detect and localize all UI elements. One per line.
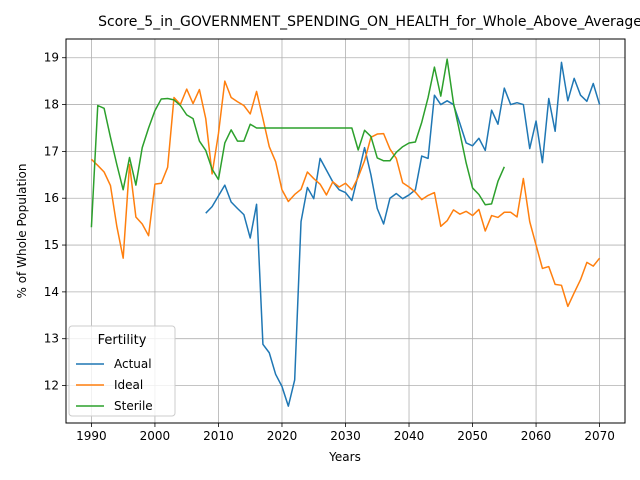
y-tick-label: 14	[44, 285, 59, 299]
x-tick-label: 2040	[394, 429, 425, 443]
x-axis-ticks: 1990 2000 2010 2020 2030 2040 2050 2060 2070	[76, 423, 615, 443]
y-tick-label: 19	[44, 51, 59, 65]
y-tick-label: 18	[44, 98, 59, 112]
legend: Fertility Actual Ideal Sterile	[68, 325, 176, 417]
x-tick-label: 2020	[267, 429, 298, 443]
y-tick-label: 13	[44, 332, 59, 346]
y-tick-label: 15	[44, 238, 59, 252]
x-tick-label: 2030	[330, 429, 361, 443]
series-line-sterile	[90, 58, 505, 228]
legend-title: Fertility	[98, 333, 147, 348]
series-lines	[90, 58, 601, 407]
y-axis-ticks: 12 13 14 15 16 17 18 19	[44, 51, 66, 393]
legend-label-sterile: Sterile	[114, 399, 153, 413]
x-tick-label: 1990	[76, 429, 107, 443]
legend-label-ideal: Ideal	[114, 378, 143, 392]
legend-items: Actual Ideal Sterile	[76, 357, 153, 413]
series-line-ideal	[90, 80, 601, 308]
legend-box	[68, 325, 176, 417]
chart-title: Score_5_in_GOVERNMENT_SPENDING_ON_HEALTH…	[98, 14, 640, 30]
x-axis-label: Years	[328, 450, 361, 464]
y-tick-label: 12	[44, 379, 59, 393]
x-tick-label: 2070	[584, 429, 615, 443]
x-tick-label: 2050	[457, 429, 488, 443]
y-axis-label: % of Whole Population	[15, 164, 29, 299]
legend-label-actual: Actual	[114, 357, 152, 371]
series-line-actual	[205, 61, 601, 407]
y-tick-label: 16	[44, 191, 59, 205]
x-tick-label: 2010	[203, 429, 234, 443]
x-tick-label: 2060	[521, 429, 552, 443]
x-tick-label: 2000	[140, 429, 171, 443]
y-tick-label: 17	[44, 144, 59, 158]
